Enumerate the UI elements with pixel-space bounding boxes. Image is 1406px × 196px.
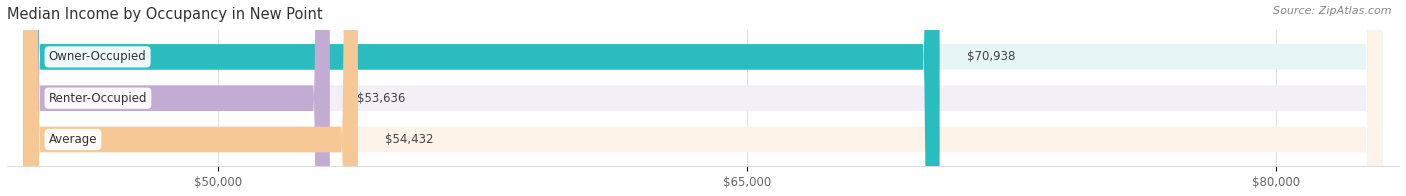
Text: Source: ZipAtlas.com: Source: ZipAtlas.com bbox=[1274, 6, 1392, 16]
FancyBboxPatch shape bbox=[24, 0, 1382, 196]
FancyBboxPatch shape bbox=[24, 0, 939, 196]
FancyBboxPatch shape bbox=[24, 0, 359, 196]
FancyBboxPatch shape bbox=[24, 0, 330, 196]
Text: Median Income by Occupancy in New Point: Median Income by Occupancy in New Point bbox=[7, 7, 322, 22]
Text: $54,432: $54,432 bbox=[385, 133, 433, 146]
Text: Owner-Occupied: Owner-Occupied bbox=[49, 50, 146, 63]
FancyBboxPatch shape bbox=[24, 0, 1382, 196]
Text: $70,938: $70,938 bbox=[967, 50, 1015, 63]
Text: Renter-Occupied: Renter-Occupied bbox=[49, 92, 148, 105]
Text: Average: Average bbox=[49, 133, 97, 146]
FancyBboxPatch shape bbox=[24, 0, 1382, 196]
Text: $53,636: $53,636 bbox=[357, 92, 405, 105]
